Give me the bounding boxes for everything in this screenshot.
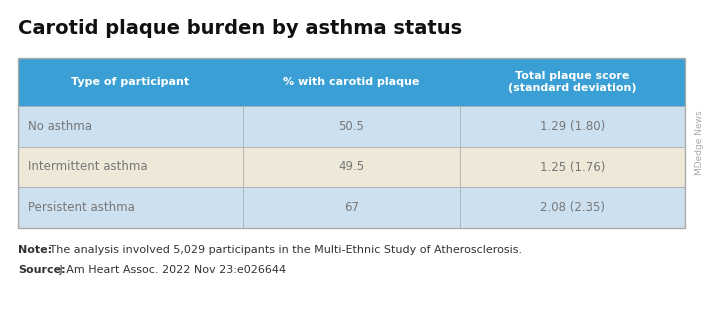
Text: The analysis involved 5,029 participants in the Multi-Ethnic Study of Atheroscle: The analysis involved 5,029 participants… — [46, 245, 522, 255]
Bar — [18, 147, 243, 187]
Text: 1.29 (1.80): 1.29 (1.80) — [540, 120, 606, 133]
Bar — [18, 187, 243, 228]
Bar — [243, 58, 460, 106]
Text: Intermittent asthma: Intermittent asthma — [28, 160, 148, 173]
Text: 1.25 (1.76): 1.25 (1.76) — [540, 160, 606, 173]
Text: Source:: Source: — [18, 265, 66, 275]
Text: Persistent asthma: Persistent asthma — [28, 201, 135, 214]
Bar — [243, 106, 460, 147]
Text: % with carotid plaque: % with carotid plaque — [283, 77, 420, 87]
Text: Carotid plaque burden by asthma status: Carotid plaque burden by asthma status — [18, 18, 462, 37]
Bar — [18, 58, 685, 228]
Text: No asthma: No asthma — [28, 120, 92, 133]
Bar — [18, 106, 243, 147]
Bar — [243, 147, 460, 187]
Text: 50.5: 50.5 — [338, 120, 364, 133]
Bar — [243, 187, 460, 228]
Text: Total plaque score
(standard deviation): Total plaque score (standard deviation) — [508, 71, 637, 93]
Text: MDedge News: MDedge News — [696, 111, 704, 175]
Text: 49.5: 49.5 — [338, 160, 364, 173]
Text: 2.08 (2.35): 2.08 (2.35) — [540, 201, 605, 214]
Bar — [460, 106, 685, 147]
Bar — [18, 58, 243, 106]
Text: 67: 67 — [344, 201, 359, 214]
Text: J Am Heart Assoc. 2022 Nov 23:e026644: J Am Heart Assoc. 2022 Nov 23:e026644 — [56, 265, 286, 275]
Bar — [460, 147, 685, 187]
Bar — [460, 187, 685, 228]
Text: Note:: Note: — [18, 245, 52, 255]
Text: Type of participant: Type of participant — [71, 77, 189, 87]
Bar — [460, 58, 685, 106]
